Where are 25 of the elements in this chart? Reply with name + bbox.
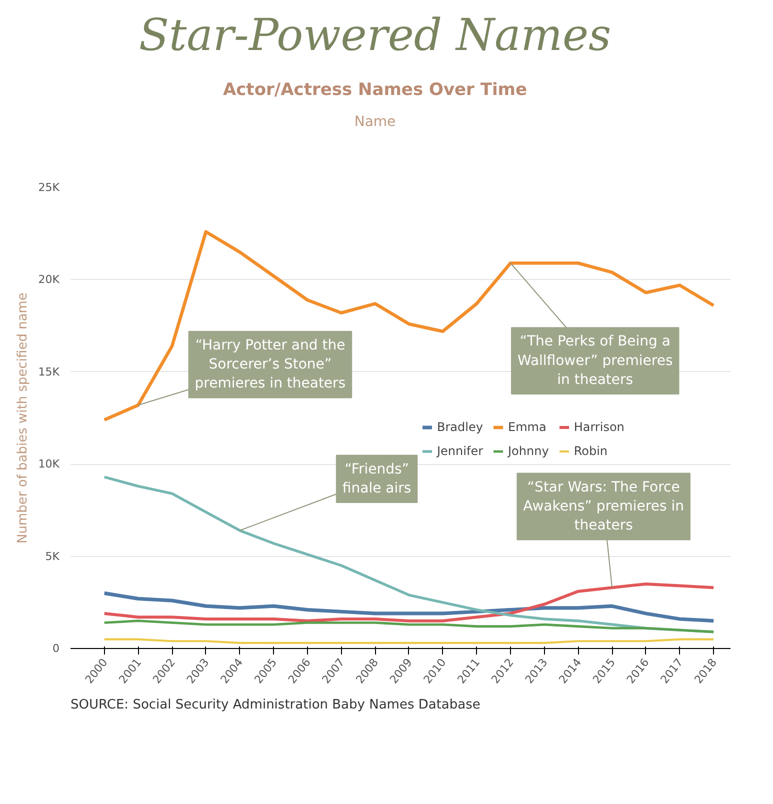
legend-label: Johnny [508, 444, 549, 458]
legend-label: Bradley [437, 420, 483, 434]
chart-title: Star-Powered Names [138, 9, 612, 63]
y-axis-title: Number of babies with specified name [15, 292, 30, 544]
legend-label: Robin [574, 444, 608, 458]
annotation: “Star Wars: The Force Awakens” premieres in theaters [523, 479, 684, 534]
legend-label: Harrison [574, 420, 624, 434]
line-series [102, 592, 716, 623]
y-tick-label: 5K [45, 550, 60, 563]
legend-label: Jennifer [437, 444, 484, 458]
line-series [102, 582, 716, 622]
legend-title: Name [354, 113, 396, 132]
annotation: “Friends” finale airs [342, 461, 412, 497]
line-series [103, 620, 715, 634]
y-tick-label: 0 [52, 642, 60, 656]
y-tick-label: 15K [38, 366, 60, 379]
y-tick-label: 10K [38, 458, 60, 471]
annotation: “The Perks of Being a Wallflower” premieres in theaters [517, 334, 673, 388]
chart-subtitle: Actor/Actress Names Over Time [222, 78, 528, 102]
y-tick-label: 20K [38, 273, 60, 286]
line-series [102, 230, 716, 422]
annotation: “Harry Potter and the Sorcerer’s Stone” premieres in theaters [194, 337, 346, 392]
legend-label: Emma [508, 420, 546, 434]
source-note: SOURCE: Social Security Administration Baby Names Database [70, 698, 480, 713]
y-tick-label: 25K [38, 181, 60, 194]
